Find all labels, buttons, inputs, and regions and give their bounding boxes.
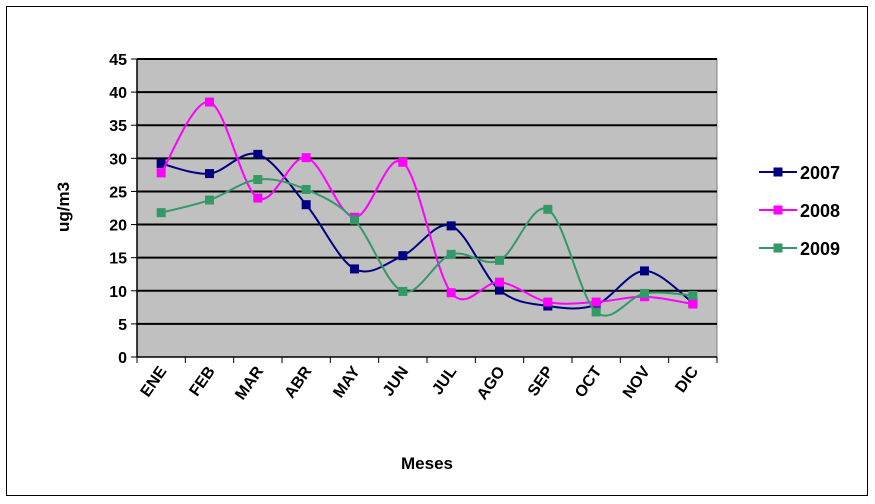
data-point-2007: [253, 149, 263, 159]
y-tick-label: 30: [109, 151, 127, 168]
data-point-2009: [688, 290, 698, 300]
data-point-2009: [398, 286, 408, 296]
x-axis-label: Meses: [401, 454, 453, 473]
data-point-2009: [446, 249, 456, 259]
x-tick-label: FEB: [186, 364, 218, 400]
x-tick-label: OCT: [572, 363, 605, 401]
data-point-2009: [253, 175, 263, 185]
data-point-2007: [301, 200, 311, 210]
data-point-2009: [205, 195, 214, 205]
x-tick-label: ABR: [282, 363, 316, 402]
data-point-2009: [350, 215, 359, 225]
legend: 2007 2008 2009: [759, 163, 840, 259]
data-point-2009: [495, 255, 504, 265]
x-tick-label: DIC: [672, 363, 702, 396]
legend-label: 2009: [800, 239, 840, 259]
y-tick-label: 10: [109, 284, 127, 301]
data-point-2008: [301, 153, 311, 163]
x-tick-label: ENE: [138, 363, 171, 400]
data-point-2008: [156, 168, 166, 178]
data-point-2007: [205, 169, 214, 179]
legend-marker: [773, 167, 783, 177]
data-point-2007: [398, 251, 408, 261]
data-point-2009: [301, 184, 311, 194]
y-axis-label: ug/m3: [54, 182, 73, 232]
data-point-2007: [495, 285, 504, 295]
y-tick-label: 20: [109, 218, 127, 235]
data-point-2007: [156, 159, 166, 169]
data-point-2008: [253, 193, 263, 203]
data-point-2008: [398, 157, 408, 167]
data-point-2009: [543, 204, 553, 214]
y-tick-label: 40: [109, 85, 127, 102]
x-tick-label: AGO: [474, 364, 509, 404]
x-tick-label: SEP: [525, 363, 557, 399]
x-tick-label: JUN: [380, 364, 412, 400]
x-tick-label: JUL: [429, 363, 460, 398]
data-point-2008: [495, 277, 504, 287]
y-tick-label: 25: [109, 184, 127, 201]
y-tick-label: 35: [109, 118, 127, 135]
data-point-2009: [156, 208, 166, 218]
data-point-2007: [640, 266, 649, 276]
y-tick-label: 5: [118, 317, 127, 334]
x-tick-label: MAR: [232, 363, 267, 403]
legend-marker: [773, 243, 783, 253]
data-point-2008: [688, 299, 698, 309]
plot-area: [136, 58, 718, 358]
data-point-2007: [350, 264, 359, 274]
data-point-2009: [640, 288, 649, 298]
line-chart: 0 5 10 15 20 25 30 35 40 45 ENE FEB MAR ABR MAY JUN JUL A…: [54, 52, 840, 473]
legend-label: 2008: [800, 201, 840, 221]
x-tick-label: NOV: [620, 363, 654, 401]
legend-label: 2007: [800, 163, 840, 183]
data-point-2007: [446, 221, 456, 231]
legend-marker: [773, 205, 783, 215]
data-point-2009: [591, 307, 601, 317]
x-tick-label: MAY: [330, 363, 364, 401]
data-point-2008: [543, 297, 553, 307]
y-tick-label: 45: [109, 52, 127, 69]
y-tick-label: 0: [118, 350, 127, 367]
data-point-2008: [591, 297, 601, 307]
chart-frame: 0 5 10 15 20 25 30 35 40 45 ENE FEB MAR ABR MAY JUN JUL A…: [6, 6, 868, 496]
data-point-2008: [446, 288, 456, 298]
y-tick-label: 15: [109, 251, 127, 268]
data-point-2008: [205, 97, 214, 107]
